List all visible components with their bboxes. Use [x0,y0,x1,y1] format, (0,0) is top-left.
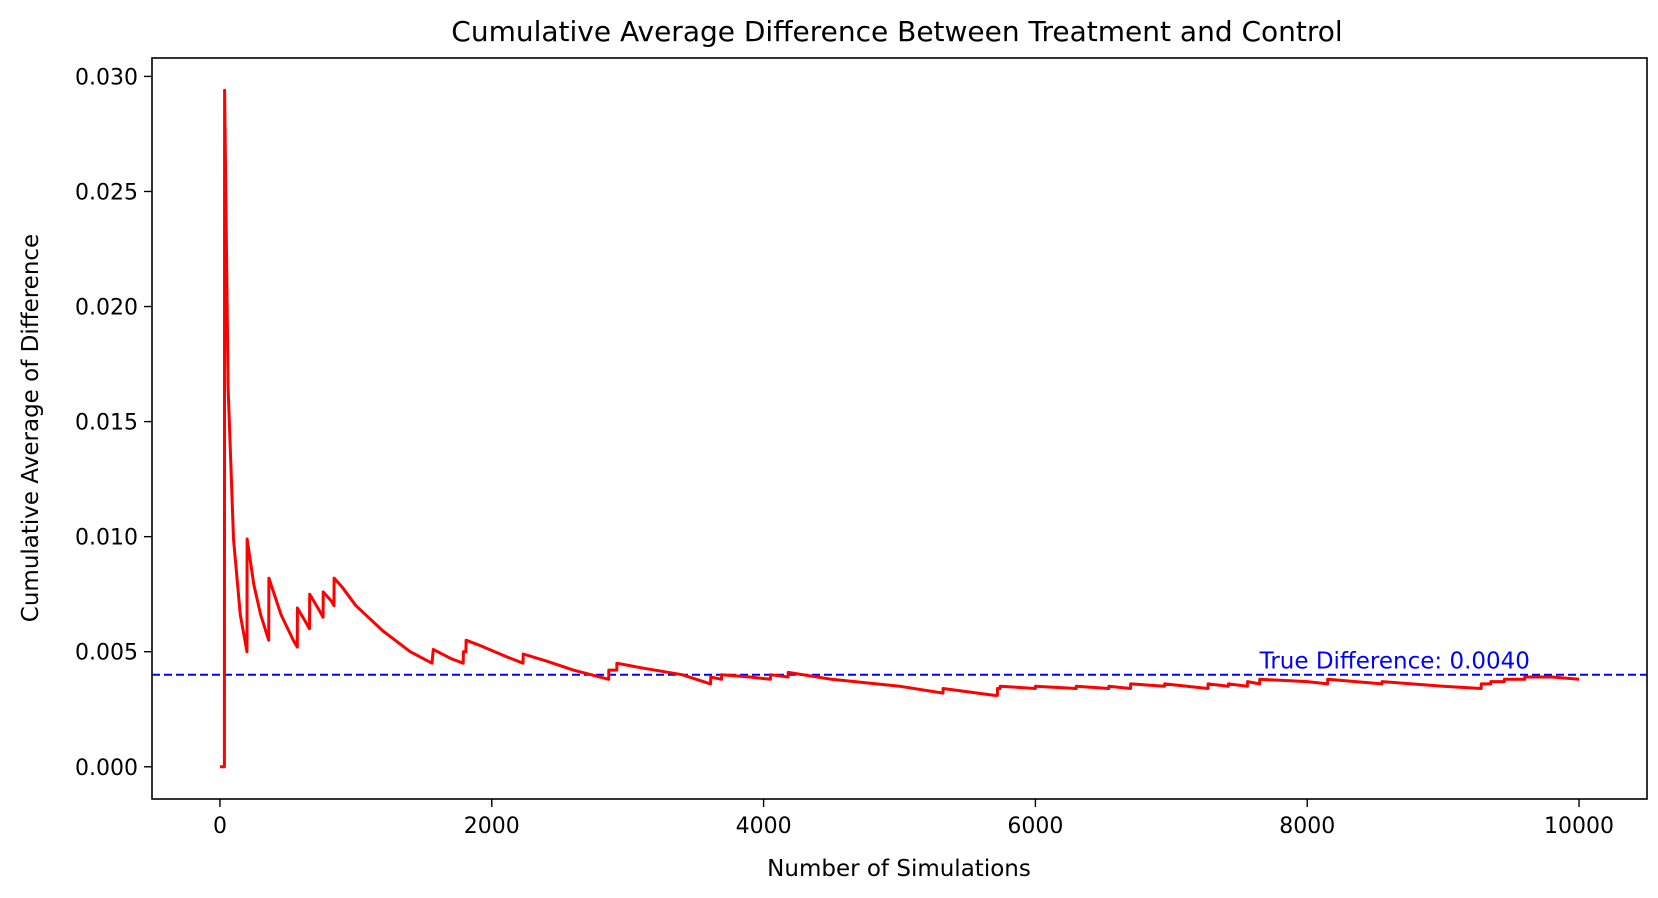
x-tick-label: 6000 [1007,814,1063,839]
y-tick-label: 0.020 [75,296,138,321]
x-axis: 0 2000 4000 6000 8000 10000 [213,799,1614,839]
x-tick-label: 0 [213,814,227,839]
y-axis: 0.000 0.005 0.010 0.015 0.020 0.025 0.030 [75,65,152,781]
y-tick-label: 0.000 [75,756,138,781]
plot-area: True Difference: 0.0040 [152,88,1647,769]
x-tick-label: 4000 [736,814,792,839]
x-tick-label: 2000 [464,814,520,839]
x-tick-label: 10000 [1544,814,1614,839]
chart-title: Cumulative Average Difference Between Tr… [451,15,1342,48]
y-axis-title: Cumulative Average of Difference [18,234,44,622]
y-tick-label: 0.015 [75,411,138,436]
true-difference-annotation: True Difference: 0.0040 [1259,649,1530,675]
y-tick-label: 0.005 [75,641,138,666]
x-axis-title: Number of Simulations [767,856,1031,882]
y-tick-label: 0.025 [75,180,138,205]
y-tick-label: 0.030 [75,65,138,90]
cumulative-average-line [220,88,1580,769]
plot-frame [151,57,1648,800]
y-tick-label: 0.010 [75,526,138,551]
x-tick-label: 8000 [1279,814,1335,839]
